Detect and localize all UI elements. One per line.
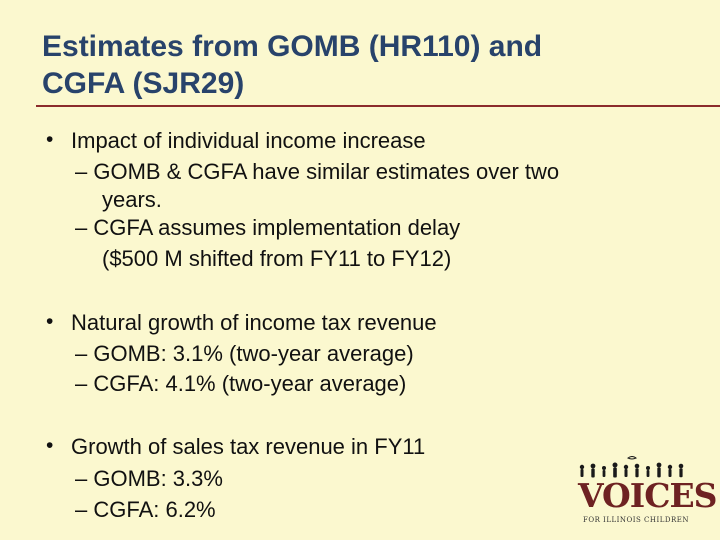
logo-tagline: FOR ILLINOIS CHILDREN	[582, 516, 690, 524]
slide-title-line1: Estimates from GOMB (HR110) and	[42, 30, 543, 63]
children-silhouettes-icon	[579, 456, 684, 478]
sub-bullet-gomb-income: – GOMB: 3.1% (two-year average)	[75, 341, 414, 366]
sub-bullet-cgfa-income: – CGFA: 4.1% (two-year average)	[75, 371, 407, 396]
sub-bullet-implementation-delay-cont: ($500 M shifted from FY11 to FY12)	[102, 246, 452, 271]
bullet-marker: •	[46, 434, 54, 457]
logo-wordmark: VOICES	[578, 476, 717, 515]
sub-bullet-cgfa-sales: – CGFA: 6.2%	[75, 497, 216, 522]
sub-bullet-similar-estimates: – GOMB & CGFA have similar estimates ove…	[75, 159, 560, 184]
bullet-income-tax-growth: Natural growth of income tax revenue	[71, 310, 437, 335]
sub-bullet-implementation-delay: – CGFA assumes implementation delay	[75, 215, 461, 240]
voices-logo: VOICES FOR ILLINOIS CHILDREN	[572, 456, 717, 528]
bullet-marker: •	[46, 310, 54, 333]
title-divider	[36, 105, 720, 107]
sub-bullet-gomb-sales: – GOMB: 3.3%	[75, 466, 223, 491]
sub-bullet-similar-estimates-cont: years.	[102, 187, 162, 212]
slide-title-line2: CGFA (SJR29)	[42, 67, 245, 100]
bullet-sales-tax-growth: Growth of sales tax revenue in FY11	[71, 434, 426, 459]
bullet-income-increase: Impact of individual income increase	[71, 128, 426, 153]
bullet-marker: •	[46, 128, 54, 151]
slide-title: Estimates from GOMB (HR110) and CGFA (SJ…	[42, 28, 682, 102]
